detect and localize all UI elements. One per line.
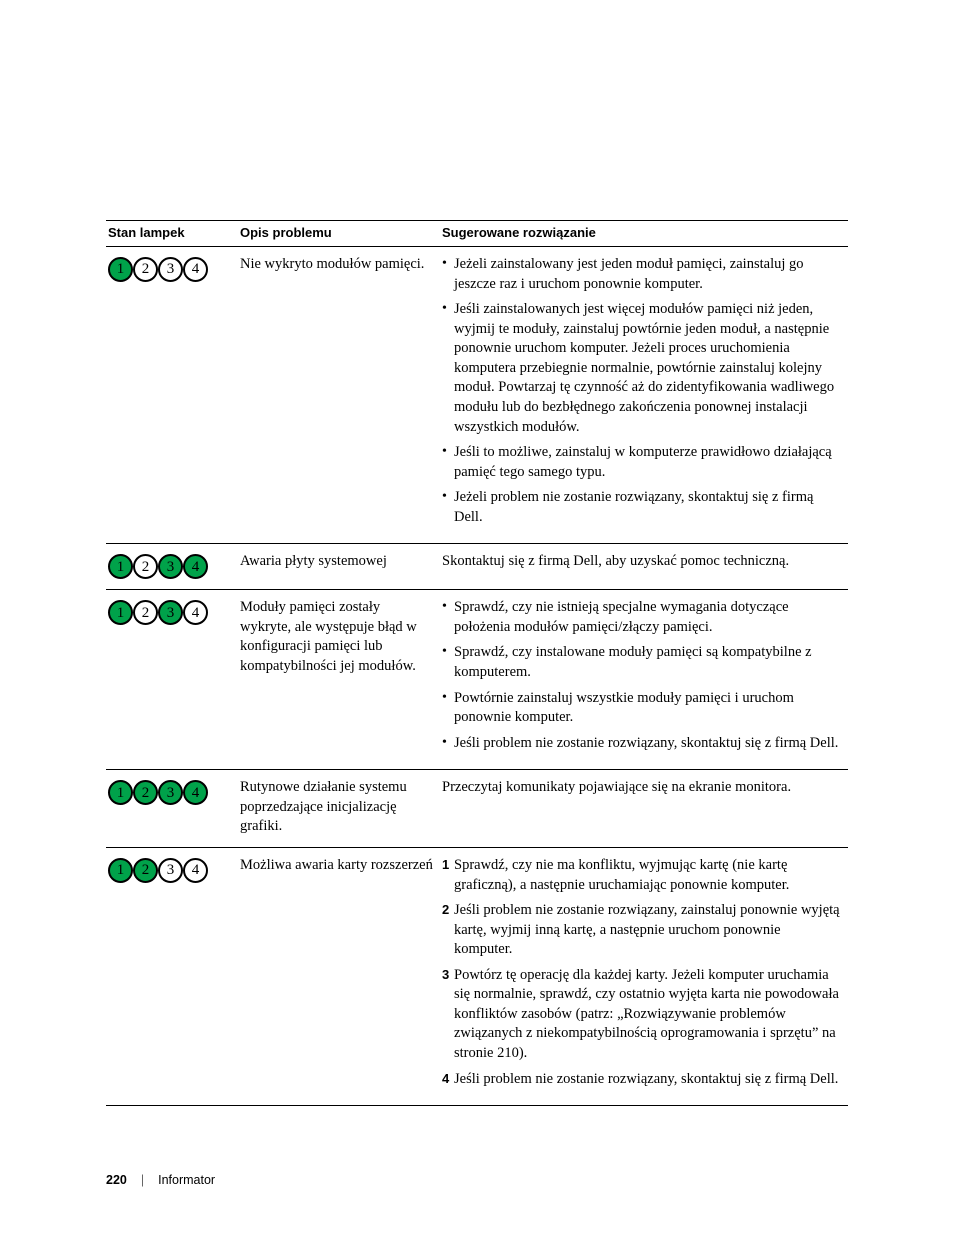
page-number: 220 [106,1173,127,1187]
table-row: 1234Awaria płyty systemowejSkontaktuj si… [106,544,848,590]
list-item: Jeśli to możliwe, zainstaluj w komputerz… [454,443,842,482]
lamp-on-icon: 3 [158,600,183,625]
lamp-off-icon: 3 [158,257,183,282]
lamp-off-icon: 2 [133,257,158,282]
problem-description: Moduły pamięci zostały wykryte, ale wyst… [238,590,440,770]
lamp-on-icon: 4 [183,780,208,805]
lamp-off-icon: 4 [183,257,208,282]
lamp-group: 1234 [108,856,232,883]
table-header-row: Stan lampek Opis problemu Sugerowane roz… [106,221,848,247]
lamp-on-icon: 3 [158,780,183,805]
list-item: Sprawdź, czy nie ma konfliktu, wyjmując … [454,856,842,895]
list-item: Powtórz tę operację dla każdej karty. Je… [454,966,842,1064]
document-page: Stan lampek Opis problemu Sugerowane roz… [0,0,954,1235]
lamp-group: 1234 [108,598,232,625]
lamp-on-icon: 1 [108,554,133,579]
table-row: 1234Możliwa awaria karty rozszerzeńSpraw… [106,847,848,1105]
lamp-on-icon: 1 [108,780,133,805]
problem-description: Awaria płyty systemowej [238,544,440,590]
suggested-solution: Sprawdź, czy nie ma konfliktu, wyjmując … [440,847,848,1105]
list-item: Sprawdź, czy instalowane moduły pamięci … [454,643,842,682]
lamp-off-icon: 2 [133,600,158,625]
suggested-solution: Sprawdź, czy nie istnieją specjalne wyma… [440,590,848,770]
suggested-solution: Skontaktuj się z firmą Dell, aby uzyskać… [440,544,848,590]
solution-bullet-list: Sprawdź, czy nie istnieją specjalne wyma… [442,598,842,753]
page-footer: 220 | Informator [106,1173,215,1187]
lamp-group: 1234 [108,552,232,579]
lamp-off-icon: 3 [158,858,183,883]
section-label: Informator [158,1173,215,1187]
problem-description: Rutynowe działanie systemu poprzedzające… [238,770,440,848]
footer-separator: | [141,1173,144,1187]
lamp-on-icon: 2 [133,858,158,883]
suggested-solution: Przeczytaj komunikaty pojawiające się na… [440,770,848,848]
lamp-on-icon: 1 [108,257,133,282]
table-row: 1234Moduły pamięci zostały wykryte, ale … [106,590,848,770]
header-lamps: Stan lampek [106,221,238,247]
lamp-state-cell: 1234 [106,544,238,590]
lamp-off-icon: 2 [133,554,158,579]
list-item: Jeśli problem nie zostanie rozwiązany, s… [454,1070,842,1090]
list-item: Powtórnie zainstaluj wszystkie moduły pa… [454,689,842,728]
suggested-solution: Jeżeli zainstalowany jest jeden moduł pa… [440,247,848,544]
lamp-group: 1234 [108,778,232,805]
lamp-on-icon: 4 [183,554,208,579]
header-sol: Sugerowane rozwiązanie [440,221,848,247]
lamp-state-cell: 1234 [106,590,238,770]
lamp-on-icon: 3 [158,554,183,579]
diagnostic-table: Stan lampek Opis problemu Sugerowane roz… [106,220,848,1106]
table-row: 1234Nie wykryto modułów pamięci.Jeżeli z… [106,247,848,544]
list-item: Jeśli problem nie zostanie rozwiązany, s… [454,734,842,754]
lamp-state-cell: 1234 [106,247,238,544]
lamp-on-icon: 1 [108,600,133,625]
lamp-state-cell: 1234 [106,770,238,848]
list-item: Sprawdź, czy nie istnieją specjalne wyma… [454,598,842,637]
lamp-group: 1234 [108,255,232,282]
lamp-on-icon: 2 [133,780,158,805]
lamp-off-icon: 4 [183,600,208,625]
problem-description: Możliwa awaria karty rozszerzeń [238,847,440,1105]
lamp-on-icon: 1 [108,858,133,883]
lamp-off-icon: 4 [183,858,208,883]
list-item: Jeśli problem nie zostanie rozwiązany, z… [454,901,842,960]
header-desc: Opis problemu [238,221,440,247]
solution-step-list: Sprawdź, czy nie ma konfliktu, wyjmując … [442,856,842,1089]
problem-description: Nie wykryto modułów pamięci. [238,247,440,544]
table-row: 1234Rutynowe działanie systemu poprzedza… [106,770,848,848]
solution-bullet-list: Jeżeli zainstalowany jest jeden moduł pa… [442,255,842,527]
lamp-state-cell: 1234 [106,847,238,1105]
list-item: Jeżeli problem nie zostanie rozwiązany, … [454,488,842,527]
list-item: Jeżeli zainstalowany jest jeden moduł pa… [454,255,842,294]
list-item: Jeśli zainstalowanych jest więcej modułó… [454,300,842,437]
